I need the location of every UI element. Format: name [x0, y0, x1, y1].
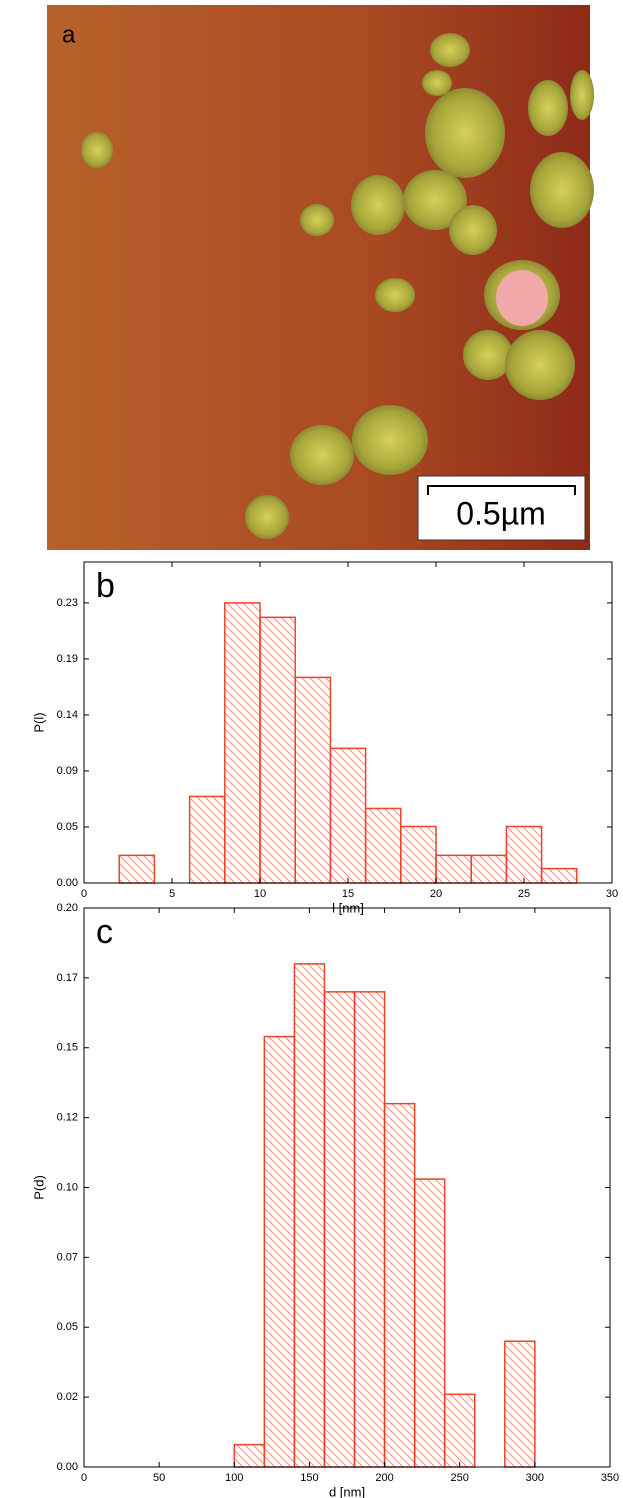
bar [118, 854, 156, 884]
bar [400, 825, 437, 884]
afm-image: a 0.5µm [47, 5, 594, 550]
x-tick-label: 30 [606, 888, 618, 900]
x-tick-label: 150 [300, 1472, 318, 1484]
y-tick-label: 0.05 [57, 821, 78, 833]
panel-label: a [62, 21, 76, 48]
panel-label: c [96, 913, 113, 951]
x-tick-label: 15 [342, 888, 354, 900]
x-tick-label: 0 [81, 1472, 87, 1484]
y-tick-label: 0.07 [57, 1251, 78, 1263]
x-tick-label: 300 [526, 1472, 544, 1484]
bar [188, 795, 226, 884]
bar [259, 616, 296, 884]
x-tick-label: 200 [375, 1472, 393, 1484]
bar [294, 676, 332, 884]
bar [470, 854, 508, 884]
y-tick-label: 0.23 [57, 597, 78, 609]
y-tick-label: 0.02 [57, 1391, 78, 1403]
y-tick-label: 0.05 [57, 1321, 78, 1333]
y-tick-label: 0.19 [57, 653, 78, 665]
bar [504, 1340, 536, 1468]
x-tick-label: 50 [153, 1472, 165, 1484]
x-tick-label: 100 [225, 1472, 243, 1484]
x-tick-label: 250 [451, 1472, 469, 1484]
y-tick-label: 0.00 [57, 1461, 78, 1473]
x-tick-label: 25 [518, 888, 530, 900]
y-tick-label: 0.12 [57, 1112, 78, 1124]
x-tick-label: 0 [81, 888, 87, 900]
bar [443, 1393, 476, 1468]
bar [233, 1443, 266, 1468]
bar [435, 854, 472, 884]
panel-label: b [96, 567, 115, 605]
y-tick-label: 0.17 [57, 972, 78, 984]
y-tick-label: 0.14 [57, 709, 78, 721]
bar [364, 807, 402, 884]
y-tick-label: 0.00 [57, 877, 78, 889]
x-tick-label: 10 [254, 888, 266, 900]
x-tick-label: 5 [169, 888, 175, 900]
y-tick-label: 0.15 [57, 1042, 78, 1054]
x-tick-label: 350 [601, 1472, 619, 1484]
bar [323, 991, 356, 1468]
bar [413, 1178, 446, 1468]
y-axis-title: P(l) [31, 712, 46, 732]
y-tick-label: 0.20 [57, 902, 78, 914]
bar [540, 867, 578, 884]
y-axis-title: P(d) [31, 1175, 46, 1200]
y-tick-label: 0.09 [57, 765, 78, 777]
scale-bar-label: 0.5µm [456, 495, 546, 531]
bar [293, 963, 326, 1468]
y-tick-label: 0.10 [57, 1181, 78, 1193]
bar [505, 825, 543, 884]
bar [224, 602, 261, 884]
bar [383, 1102, 416, 1468]
x-axis-title: d [nm] [329, 1484, 365, 1498]
x-tick-label: 20 [430, 888, 442, 900]
bar [353, 991, 386, 1468]
bar [329, 747, 367, 884]
bar [263, 1035, 296, 1468]
